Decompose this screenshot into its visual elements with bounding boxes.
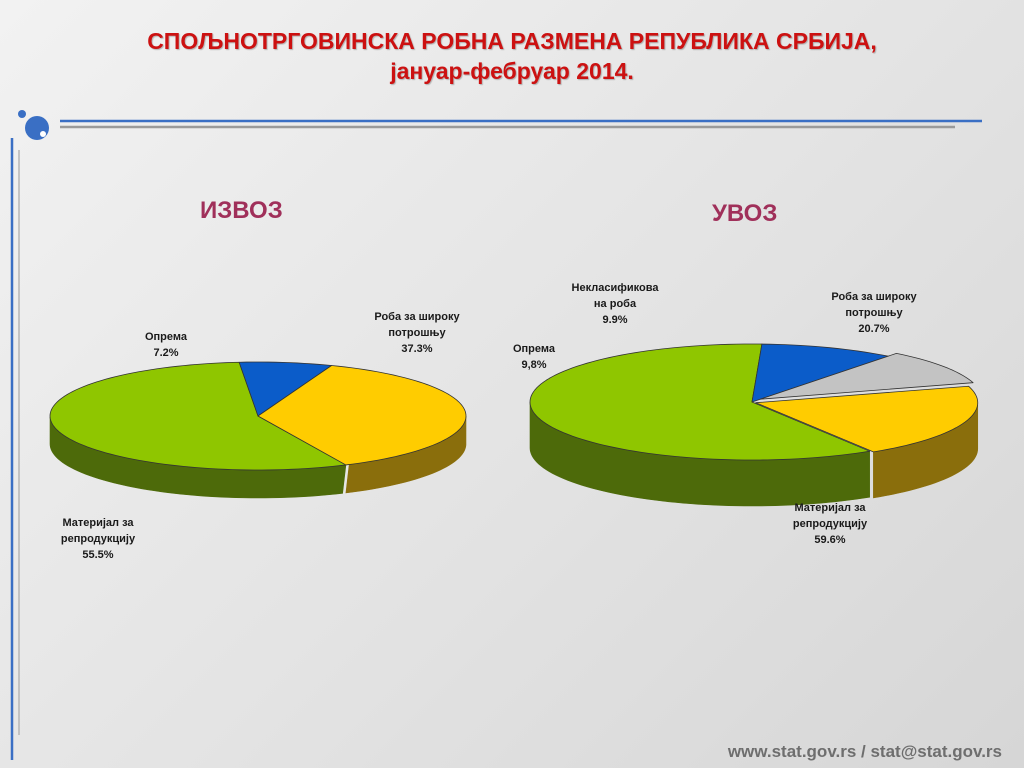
slice-category-label: репродукцију (793, 518, 868, 530)
slice-value-label: 55.5% (82, 549, 113, 561)
pie-slice-3 (257, 365, 467, 466)
slice-category-label: Опрема (145, 331, 188, 343)
slice-category-label: потрошњу (845, 307, 903, 319)
pie-slice-2 (238, 361, 332, 417)
slice-category-label: репродукцију (61, 533, 136, 545)
page-title: СПОЉНОТРГОВИНСКА РОБНА РАЗМЕНА РЕПУБЛИКА… (147, 28, 877, 54)
slice-category-label: Роба за широку (374, 311, 460, 323)
pie-slice-1 (49, 361, 347, 471)
pie-slice-1 (529, 343, 871, 461)
slice-category-label: Некласификова (572, 282, 660, 294)
slice-value-label: 9.9% (602, 314, 627, 326)
footer-website: www.stat.gov.rs / stat@stat.gov.rs (727, 742, 1002, 761)
slice-value-label: 59.6% (814, 534, 845, 546)
slice-value-label: 37.3% (401, 343, 432, 355)
pie-slice-2 (751, 343, 889, 403)
slice-category-label: Опрема (513, 343, 556, 355)
pie-slice-4 (755, 385, 979, 453)
slice-category-label: на роба (594, 298, 637, 310)
slice-category-label: потрошњу (388, 327, 446, 339)
import-chart-title: УВОЗ (712, 200, 778, 227)
slice-category-label: Материјал за (62, 517, 134, 529)
pie-slice-3 (759, 352, 974, 400)
slice-category-label: Материјал за (794, 502, 866, 514)
export-chart-title: ИЗВОЗ (200, 197, 283, 224)
slice-value-label: 9,8% (521, 359, 546, 371)
page-subtitle: јануар-фебруар 2014. (390, 58, 634, 84)
slice-category-label: Роба за широку (831, 291, 917, 303)
slice-value-label: 20.7% (858, 323, 889, 335)
slice-value-label: 7.2% (153, 347, 178, 359)
